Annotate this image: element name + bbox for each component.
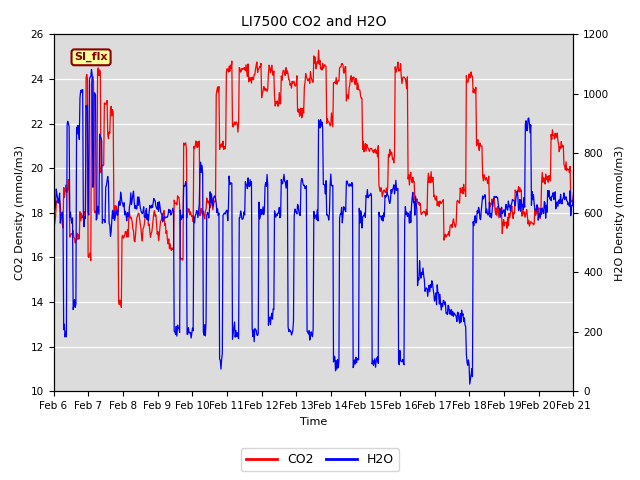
Text: SI_flx: SI_flx — [74, 52, 108, 62]
Y-axis label: H2O Density (mmol/m3): H2O Density (mmol/m3) — [615, 145, 625, 281]
Title: LI7500 CO2 and H2O: LI7500 CO2 and H2O — [241, 15, 387, 29]
Y-axis label: CO2 Density (mmol/m3): CO2 Density (mmol/m3) — [15, 145, 25, 280]
X-axis label: Time: Time — [300, 417, 327, 427]
Legend: CO2, H2O: CO2, H2O — [241, 448, 399, 471]
